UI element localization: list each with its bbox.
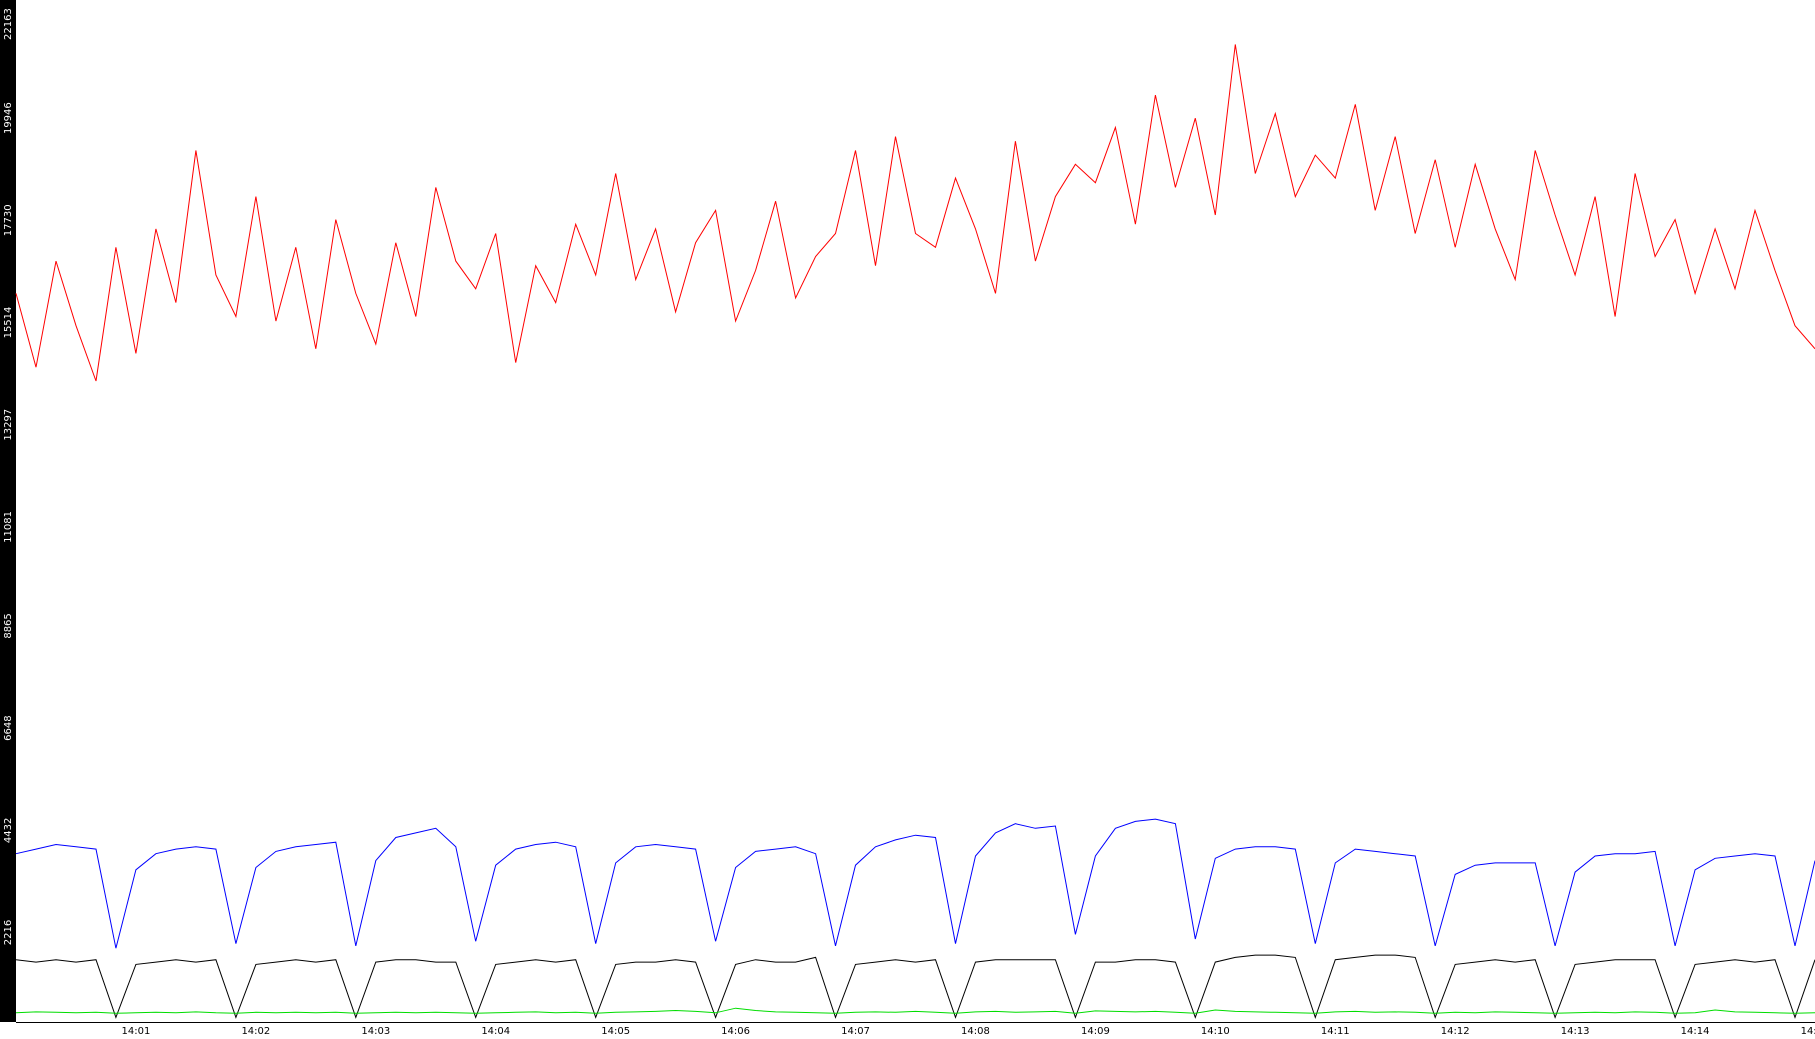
y-tick-label: 17730 — [3, 204, 14, 236]
y-tick-label: 11081 — [3, 511, 14, 543]
y-tick-label: 19946 — [3, 102, 14, 134]
x-tick-label: 14:03 — [361, 1026, 390, 1037]
x-tick-label: 14:01 — [122, 1026, 151, 1037]
y-tick-label: 22163 — [3, 8, 14, 40]
x-tick-label: 14:05 — [601, 1026, 630, 1037]
x-tick-label: 14:14 — [1681, 1026, 1710, 1037]
x-tick-label: 14:13 — [1561, 1026, 1590, 1037]
x-tick-label: 14:10 — [1201, 1026, 1230, 1037]
series-line — [15, 818, 1815, 949]
y-tick-label: 13297 — [3, 409, 14, 441]
x-tick-label: 14:12 — [1441, 1026, 1470, 1037]
y-tick-label: 0 — [3, 1022, 14, 1028]
y-tick-label: 4432 — [3, 818, 14, 843]
x-tick-label: 14:04 — [481, 1026, 510, 1037]
series-line — [15, 44, 1815, 382]
y-tick-label: 6648 — [3, 715, 14, 740]
x-tick-label: 14:15 — [1801, 1026, 1815, 1037]
y-tick-label: 15514 — [3, 307, 14, 339]
x-tick-label: 14:08 — [961, 1026, 990, 1037]
x-tick-label: 14:07 — [841, 1026, 870, 1037]
series-line — [15, 954, 1815, 1019]
x-tick-label: 14:09 — [1081, 1026, 1110, 1037]
x-tick-label: 14:11 — [1321, 1026, 1350, 1037]
series-line — [15, 1007, 1815, 1014]
x-tick-label: 14:06 — [721, 1026, 750, 1037]
y-axis-band — [0, 0, 16, 1022]
y-tick-label: 2216 — [3, 920, 14, 945]
y-tick-label: 8865 — [3, 613, 14, 638]
x-tick-label: 14:02 — [241, 1026, 270, 1037]
